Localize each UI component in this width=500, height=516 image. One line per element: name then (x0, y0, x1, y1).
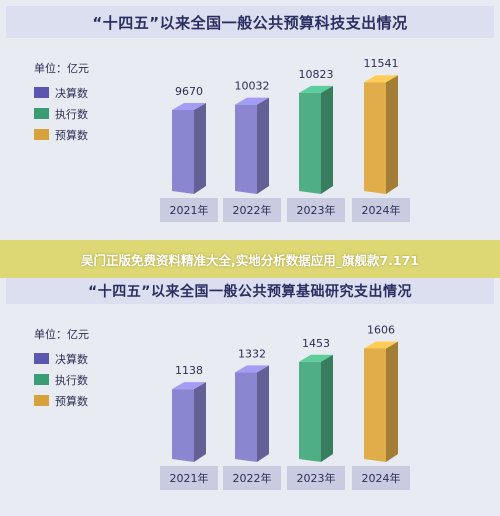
category-label-box (223, 466, 281, 490)
legend-label: 预算数 (55, 128, 88, 142)
legend-item-budget: 预算数 (34, 124, 134, 145)
bar-top-face (235, 97, 269, 105)
legend-item-final: 决算数 (34, 348, 134, 369)
bar-front-face (235, 372, 257, 462)
category-label-box (352, 198, 410, 222)
legend-swatch-final (34, 353, 49, 364)
chart-panel-basic-research: “十四五”以来全国一般公共预算基础研究支出情况 单位：亿元 决算数 执行数 预算… (0, 278, 500, 516)
category-label: 2023年 (297, 471, 336, 485)
legend-label: 预算数 (55, 394, 88, 408)
legend-swatch-execution (34, 108, 49, 119)
legend-label: 决算数 (55, 352, 88, 366)
data-label: 1138 (175, 364, 203, 377)
legend-item-budget: 预算数 (34, 390, 134, 411)
data-label: 9670 (175, 85, 203, 98)
bar (172, 382, 206, 462)
legend-swatch-final (34, 87, 49, 98)
category-label: 2021年 (170, 471, 209, 485)
category-label: 2023年 (297, 203, 336, 217)
bar (235, 365, 269, 462)
bar-front-face (364, 348, 386, 462)
category-label-box (352, 466, 410, 490)
data-label: 1606 (367, 324, 395, 337)
legend-item-final: 决算数 (34, 82, 134, 103)
bar-front-face (172, 389, 194, 462)
bar-top-face (364, 75, 398, 83)
legend-label: 决算数 (55, 86, 88, 100)
bar-top-face (299, 354, 333, 362)
data-label: 11541 (364, 57, 399, 70)
overlay-banner: 吴门正版免费资料精准大全,实地分析数据应用_旗舰款7.171 (0, 240, 500, 278)
bar-top-face (235, 365, 269, 373)
bar-top-face (364, 341, 398, 349)
category-label: 2022年 (233, 203, 272, 217)
category-label: 2022年 (233, 471, 272, 485)
bar (299, 354, 333, 462)
legend-label: 执行数 (55, 107, 88, 121)
chart-legend: 单位：亿元 决算数 执行数 预算数 (34, 326, 134, 411)
bar-side-face (386, 341, 398, 462)
data-label: 1453 (302, 337, 330, 350)
legend-swatch-execution (34, 374, 49, 385)
bar (299, 85, 333, 194)
category-label-box (287, 466, 345, 490)
bar-side-face (321, 354, 333, 462)
legend-label: 执行数 (55, 373, 88, 387)
legend-item-execution: 执行数 (34, 369, 134, 390)
data-label: 10823 (299, 68, 334, 81)
bar-side-face (257, 97, 269, 194)
bar-front-face (172, 109, 194, 194)
bar-front-face (235, 104, 257, 194)
bar (364, 75, 398, 194)
data-label: 10032 (235, 80, 270, 93)
data-label: 1332 (238, 347, 266, 360)
category-label-box (160, 198, 218, 222)
bar-top-face (299, 85, 333, 93)
bar-side-face (194, 102, 206, 194)
unit-label: 单位：亿元 (34, 62, 89, 75)
category-label: 2021年 (170, 203, 209, 217)
bar-front-face (299, 92, 321, 194)
bar-front-face (299, 361, 321, 462)
chart-legend: 单位：亿元 决算数 执行数 预算数 (34, 60, 134, 145)
bar (364, 341, 398, 462)
bar (172, 102, 206, 194)
category-label: 2024年 (362, 203, 401, 217)
bar-side-face (321, 85, 333, 194)
bar-side-face (386, 75, 398, 194)
legend-swatch-budget (34, 129, 49, 140)
bar-side-face (257, 365, 269, 462)
chart-title: “十四五”以来全国一般公共预算科技支出情况 (6, 6, 494, 38)
legend-swatch-budget (34, 395, 49, 406)
bar-side-face (194, 382, 206, 462)
unit-label: 单位：亿元 (34, 328, 89, 341)
category-label-box (223, 198, 281, 222)
bar (235, 97, 269, 194)
category-label-box (287, 198, 345, 222)
bar-front-face (364, 82, 386, 194)
chart-title: “十四五”以来全国一般公共预算基础研究支出情况 (6, 278, 494, 304)
bar-top-face (172, 382, 206, 390)
category-label-box (160, 466, 218, 490)
legend-item-execution: 执行数 (34, 103, 134, 124)
chart-panel-science: “十四五”以来全国一般公共预算科技支出情况 单位：亿元 决算数 执行数 预算数 … (0, 0, 500, 240)
bar-chart-basic-research: 1138 2021年 1332 2022年 1453 2023年 1606 2024年 (160, 324, 410, 490)
bar-top-face (172, 102, 206, 110)
category-label: 2024年 (362, 471, 401, 485)
bar-chart-science: 9670 2021年 10032 2022年 10823 2023年 11541 2024年 (160, 57, 410, 222)
